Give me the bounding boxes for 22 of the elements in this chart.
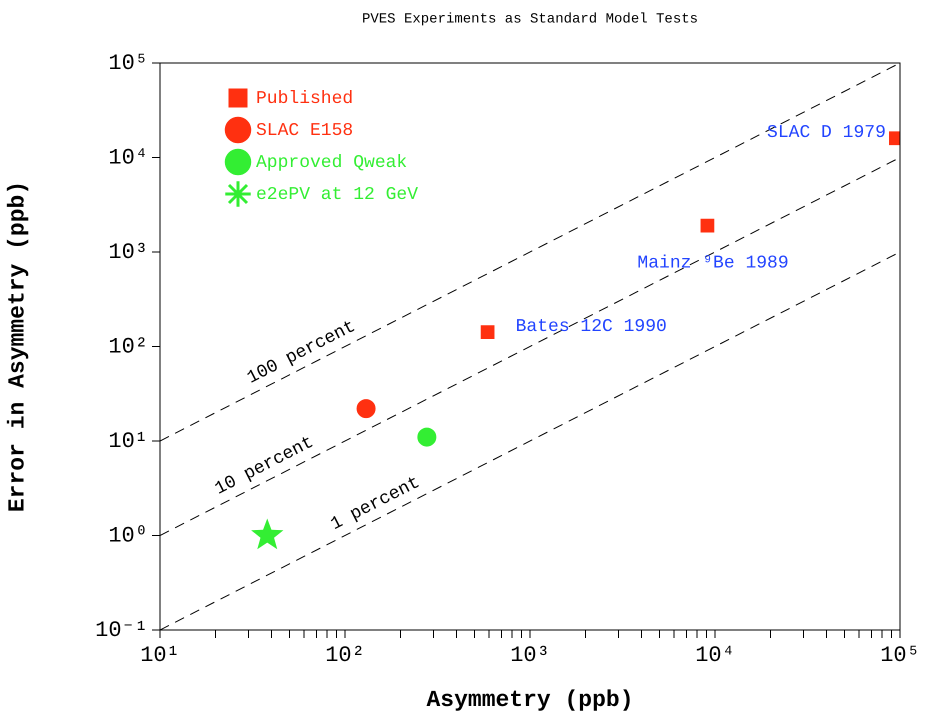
legend-label: Approved Qweak <box>256 152 408 173</box>
x-tick-label: 10⁴ <box>695 643 735 668</box>
annotation: Mainz ⁹Be 1989 <box>637 253 789 274</box>
legend-label: e2ePV at 12 GeV <box>256 184 418 205</box>
annotation: Bates 12C 1990 <box>516 316 667 337</box>
y-tick-label: 10² <box>108 334 148 360</box>
annotation: SLAC D 1979 <box>767 122 886 143</box>
y-tick-label: 10⁰ <box>108 523 148 548</box>
y-tick-label: 10³ <box>108 240 148 265</box>
chart-title: PVES Experiments as Standard Model Tests <box>362 12 698 28</box>
x-tick-label: 10² <box>325 643 365 668</box>
x-tick-label: 10⁵ <box>880 643 920 668</box>
legend-label: SLAC E158 <box>256 120 354 141</box>
y-axis-title: Error in Asymmetry (ppb) <box>4 180 31 512</box>
y-tick-label: 10⁻¹ <box>95 618 148 643</box>
x-axis-title: Asymmetry (ppb) <box>426 686 634 713</box>
y-tick-label: 10⁴ <box>108 145 148 170</box>
y-tick-label: 10⁵ <box>108 50 148 76</box>
x-tick-label: 10³ <box>510 643 550 668</box>
legend-label: Published <box>256 88 354 109</box>
y-tick-label: 10¹ <box>108 428 148 454</box>
x-tick-label: 10¹ <box>140 643 180 668</box>
